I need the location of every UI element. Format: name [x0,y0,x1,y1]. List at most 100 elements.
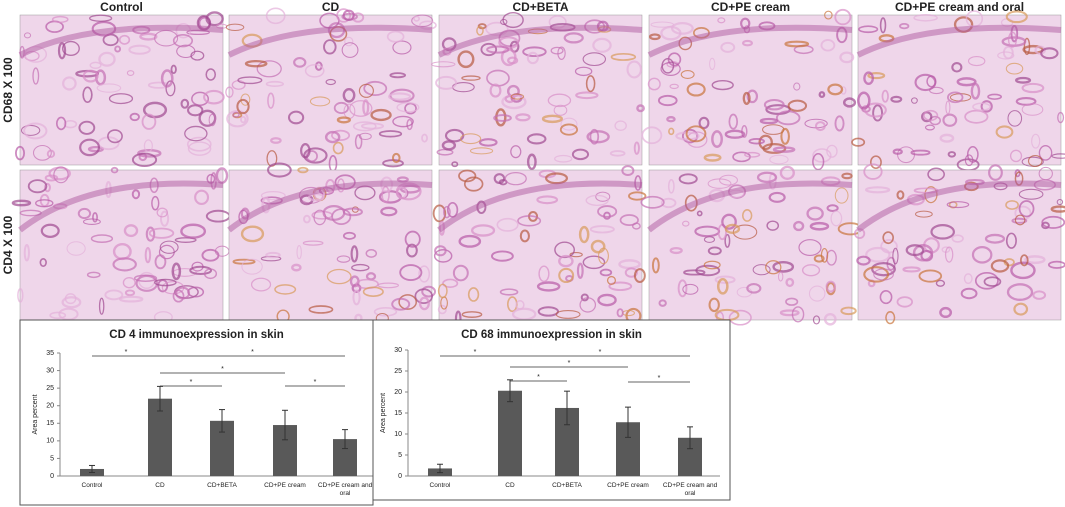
tissue [114,45,122,53]
tissue [872,104,884,122]
tissue [942,113,958,127]
tissue [813,254,825,263]
tissue [250,277,272,292]
tissue [1005,232,1017,249]
tissue [742,91,751,105]
tissue [616,308,624,318]
tissue [87,145,104,153]
tissue [331,208,352,226]
tissue [892,247,899,265]
tissue [110,166,119,174]
tissue [997,51,1015,60]
tissue [300,143,311,159]
tissue [32,144,52,161]
tissue [798,239,822,257]
tissue [131,152,158,168]
x-tick-label-box: Control [429,482,451,489]
tissue [1021,103,1044,116]
micrograph [11,166,231,324]
micrograph-bg [648,169,853,321]
tissue [344,36,354,47]
tissue [265,7,286,25]
tissue [486,45,510,54]
tissue [458,234,482,248]
tissue [879,290,893,305]
tissue [857,91,871,110]
tissue [433,249,453,263]
tissue [826,144,838,158]
x-tick-label-box: CD+PE cream and oral [663,482,717,497]
tissue [651,257,660,274]
tissue [86,271,101,279]
tissue [1005,62,1024,75]
tissue [180,98,190,109]
tissue [867,72,886,80]
tissue [595,191,611,202]
tissue [1014,214,1026,226]
tissue [324,130,341,144]
tissue [358,132,372,140]
tissue [341,42,359,58]
tissue [432,204,447,223]
tissue [387,92,412,101]
tissue [404,230,421,248]
tissue [225,23,245,31]
tissue [78,120,96,135]
tissue [1024,255,1046,265]
tissue [597,293,617,307]
tissue [939,133,955,143]
tissue [225,86,234,98]
tissue [457,50,475,69]
tissue [707,178,732,189]
tissue [785,297,799,306]
y-axis-label: Area percent [380,393,387,433]
tissue [748,137,765,145]
tissue [232,111,240,118]
y-tick-label: 15 [46,420,54,427]
tissue [840,306,857,316]
tissue [960,287,978,300]
tissue [678,173,698,185]
tissue [142,101,168,119]
tissue [711,130,723,148]
tissue [441,140,457,151]
tissue [636,104,645,113]
tissue [1031,133,1041,149]
tissue [575,91,599,100]
tissue [378,130,403,138]
micrograph [431,11,645,171]
tissue [15,145,26,161]
tissue [148,227,175,239]
tissue [856,255,871,266]
tissue [841,172,853,180]
tissue [1010,261,1036,280]
bar [498,390,522,476]
x-tick-label-box: CD+BETA [207,482,237,489]
tissue [775,110,801,126]
tissue [742,39,753,47]
tissue [303,214,311,224]
tissue [129,112,140,122]
tissue [707,246,722,256]
tissue [752,264,771,276]
tissue [175,286,191,300]
tissue [896,296,914,308]
x-tick-label: Control [429,482,451,489]
tissue [191,91,210,106]
tissue [274,284,297,295]
significance-label: * [251,349,254,356]
tissue [555,310,581,319]
tissue [406,243,418,258]
tissue [53,166,69,184]
tissue [55,116,67,131]
x-tick-label-box: CD+PE cream [607,482,649,489]
tissue [186,136,212,152]
tissue [559,123,579,136]
tissue [680,70,695,80]
tissue [336,255,351,263]
tissue [772,260,795,273]
tissue [974,271,999,290]
tissue [62,76,77,91]
tissue [765,260,782,275]
tissue [205,11,224,27]
